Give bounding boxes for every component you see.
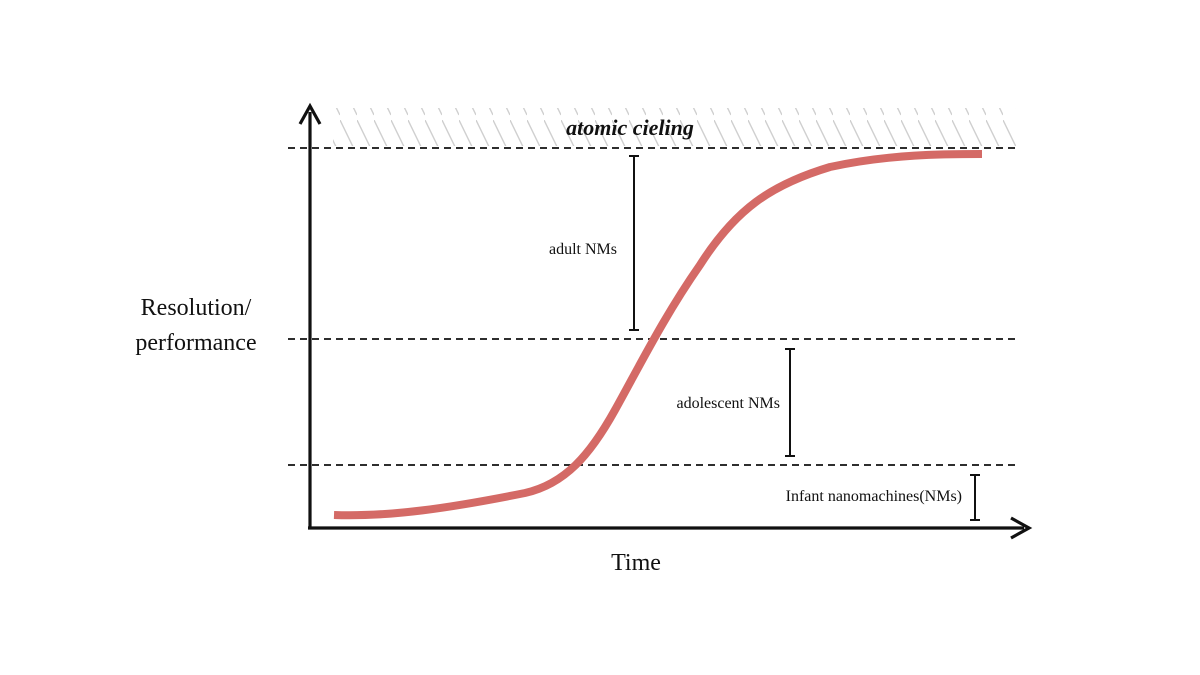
y-axis-arrowhead (298, 102, 322, 125)
y-axis-label-line1: Resolution/ (141, 295, 252, 321)
ceiling-label: atomic cieling (566, 115, 694, 140)
adult-stage-label: adult NMs (549, 241, 617, 258)
ceiling-hatch (333, 108, 1016, 146)
adolescent-range-bar (785, 348, 795, 457)
x-axis (308, 516, 1033, 540)
infant-stage-label: Infant nanomachines(NMs) (786, 488, 962, 505)
y-axis-label-line2: performance (135, 330, 256, 356)
y-axis (298, 102, 322, 528)
x-axis-arrowhead (1010, 516, 1033, 540)
adult-range-bar (629, 155, 639, 331)
infant-range-bar (970, 474, 980, 521)
x-axis-label: Time (611, 550, 661, 576)
adolescent-stage-label: adolescent NMs (676, 395, 780, 412)
s-curve (333, 150, 983, 520)
